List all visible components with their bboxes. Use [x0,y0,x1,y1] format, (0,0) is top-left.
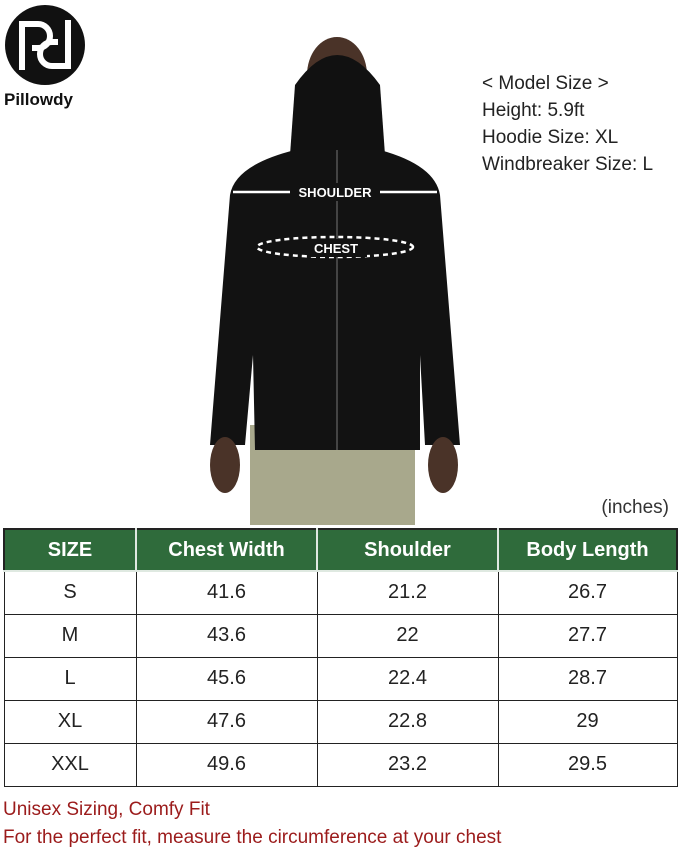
table-cell: 29 [497,699,678,744]
table-cell: S [3,570,137,615]
table-cell: 27.7 [497,613,678,658]
table-cell: 41.6 [135,570,318,615]
brand-name: Pillowdy [4,90,73,109]
table-cell: 43.6 [135,613,318,658]
note-measure: For the perfect fit, measure the circumf… [3,827,502,848]
chest-label: CHEST [314,241,358,256]
units-label: (inches) [601,497,669,518]
table-cell: L [3,656,137,701]
table-row: XXL 49.6 23.2 29.5 [3,742,678,787]
table-row: L 45.6 22.4 28.7 [3,656,678,701]
model-photo: SHOULDER CHEST [210,37,460,525]
table-cell: 29.5 [497,742,678,787]
model-size-info: < Model Size > Height: 5.9ft Hoodie Size… [482,70,653,178]
header-body-length: Body Length [497,528,678,572]
table-cell: 21.2 [316,570,499,615]
header-shoulder: Shoulder [316,528,499,572]
table-row: XL 47.6 22.8 29 [3,699,678,744]
model-height: Height: 5.9ft [482,100,585,121]
table-cell: 28.7 [497,656,678,701]
table-cell: 49.6 [135,742,318,787]
pillowdy-logo [5,5,85,85]
table-cell: 22 [316,613,499,658]
table-cell: M [3,613,137,658]
header-chest-width: Chest Width [135,528,318,572]
table-cell: 26.7 [497,570,678,615]
fit-notes: Unisex Sizing, Comfy Fit For the perfect… [3,796,501,852]
header-size: SIZE [3,528,137,572]
model-size-title: < Model Size > [482,73,609,94]
table-cell: XL [3,699,137,744]
table-cell: 22.8 [316,699,499,744]
shoulder-label: SHOULDER [299,185,373,200]
table-cell: 22.4 [316,656,499,701]
table-header-row: SIZE Chest Width Shoulder Body Length [3,528,678,572]
table-cell: 23.2 [316,742,499,787]
table-cell: 47.6 [135,699,318,744]
model-windbreaker-size: Windbreaker Size: L [482,154,654,175]
model-hoodie-size: Hoodie Size: XL [482,127,619,148]
table-row: S 41.6 21.2 26.7 [3,570,678,615]
table-row: M 43.6 22 27.7 [3,613,678,658]
table-cell: XXL [3,742,137,787]
table-cell: 45.6 [135,656,318,701]
note-unisex: Unisex Sizing, Comfy Fit [3,799,210,820]
